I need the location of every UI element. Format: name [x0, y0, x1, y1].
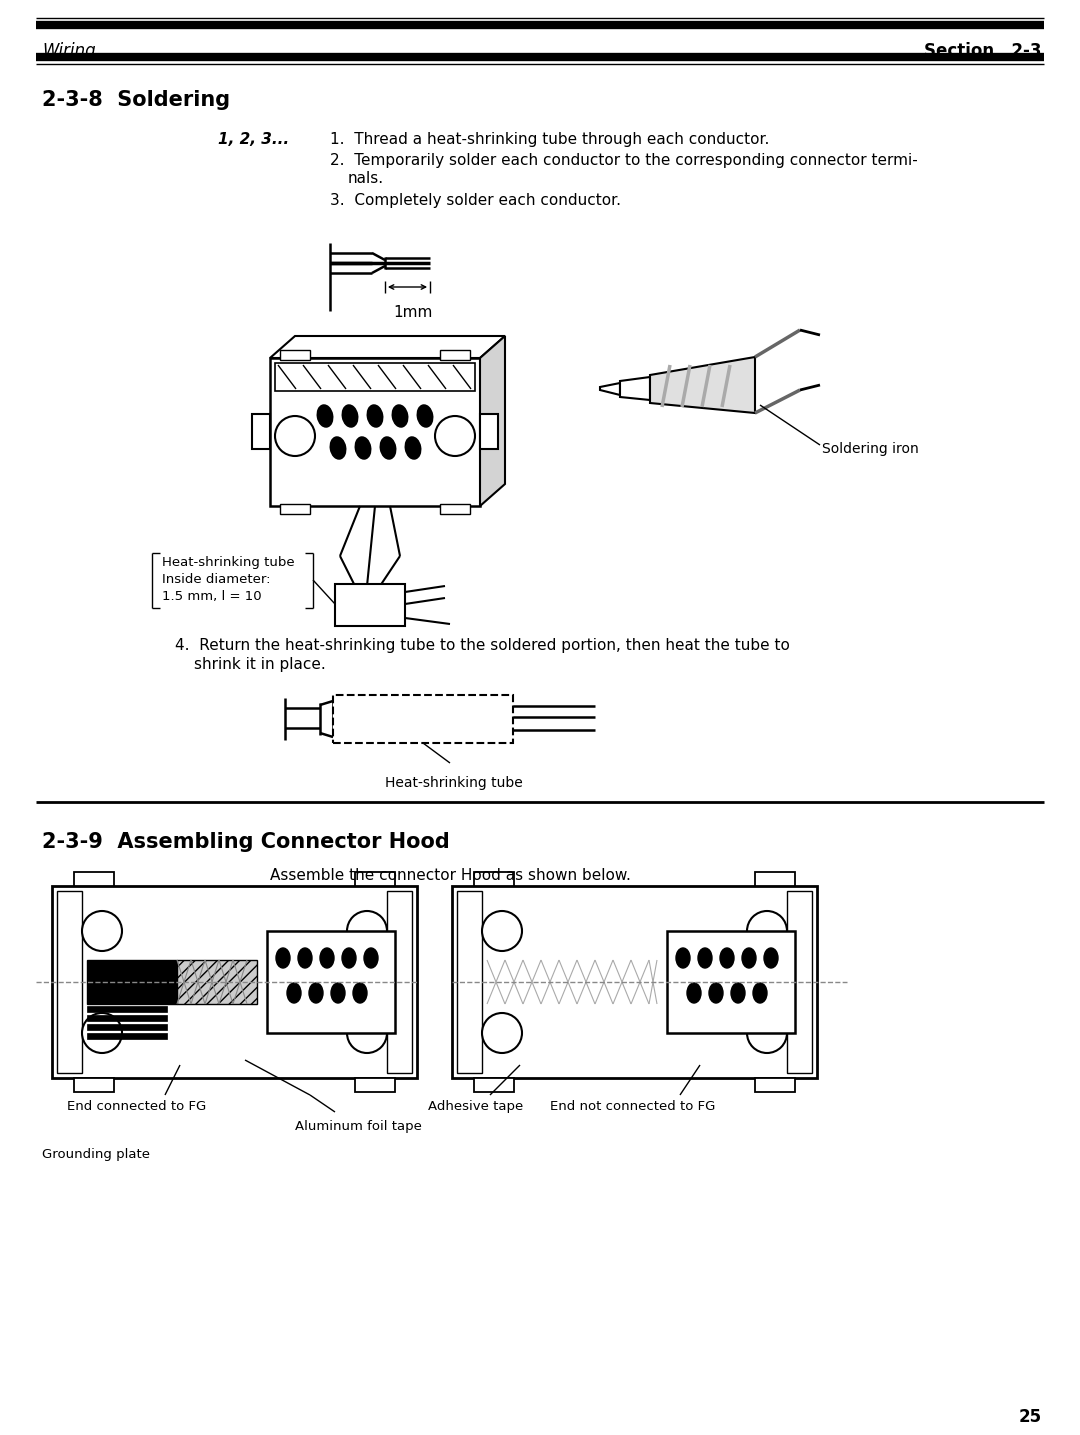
Bar	[280, 504, 310, 514]
Bar	[457, 891, 482, 1073]
Ellipse shape	[353, 983, 367, 1003]
Circle shape	[82, 911, 122, 951]
Ellipse shape	[392, 405, 407, 426]
Bar	[87, 1015, 167, 1020]
Bar	[333, 695, 513, 743]
Bar	[87, 960, 177, 1004]
Bar	[480, 415, 498, 449]
Bar	[355, 872, 395, 885]
Ellipse shape	[342, 405, 357, 426]
Text: Soldering iron: Soldering iron	[822, 442, 919, 456]
Text: 4.  Return the heat-shrinking tube to the soldered portion, then heat the tube t: 4. Return the heat-shrinking tube to the…	[175, 639, 789, 653]
Bar	[387, 891, 411, 1073]
Ellipse shape	[687, 983, 701, 1003]
Bar	[275, 363, 475, 390]
Ellipse shape	[320, 949, 334, 969]
Ellipse shape	[698, 949, 712, 969]
Bar	[57, 891, 82, 1073]
Ellipse shape	[330, 438, 346, 459]
Bar	[474, 1078, 514, 1092]
Text: 1, 2, 3...: 1, 2, 3...	[218, 132, 289, 146]
Circle shape	[747, 911, 787, 951]
Ellipse shape	[342, 949, 356, 969]
Circle shape	[347, 1013, 387, 1053]
Text: 1.  Thread a heat-shrinking tube through each conductor.: 1. Thread a heat-shrinking tube through …	[330, 132, 769, 146]
Text: Assemble the connector Hood as shown below.: Assemble the connector Hood as shown bel…	[270, 868, 631, 883]
Text: 3.  Completely solder each conductor.: 3. Completely solder each conductor.	[330, 192, 621, 208]
Ellipse shape	[367, 405, 382, 426]
Ellipse shape	[676, 949, 690, 969]
Circle shape	[482, 1013, 522, 1053]
Text: Aluminum foil tape: Aluminum foil tape	[295, 1119, 422, 1134]
Text: nals.: nals.	[348, 171, 384, 187]
Bar	[75, 872, 114, 885]
Circle shape	[347, 911, 387, 951]
Ellipse shape	[753, 983, 767, 1003]
Text: 2.  Temporarily solder each conductor to the corresponding connector termi-: 2. Temporarily solder each conductor to …	[330, 154, 918, 168]
Text: End not connected to FG: End not connected to FG	[550, 1101, 715, 1114]
Polygon shape	[480, 336, 505, 507]
Bar	[75, 1078, 114, 1092]
Ellipse shape	[720, 949, 734, 969]
Circle shape	[482, 911, 522, 951]
Text: shrink it in place.: shrink it in place.	[194, 657, 326, 672]
Polygon shape	[270, 357, 480, 507]
Ellipse shape	[318, 405, 333, 426]
Bar	[252, 415, 270, 449]
Ellipse shape	[276, 949, 291, 969]
Bar	[440, 504, 470, 514]
Bar	[755, 872, 795, 885]
Polygon shape	[600, 383, 620, 395]
Ellipse shape	[764, 949, 778, 969]
Bar	[335, 584, 405, 626]
Bar	[355, 1078, 395, 1092]
Ellipse shape	[380, 438, 395, 459]
Bar	[267, 931, 395, 1033]
Bar	[440, 350, 470, 360]
Bar	[755, 1078, 795, 1092]
Text: 2-3-9  Assembling Connector Hood: 2-3-9 Assembling Connector Hood	[42, 832, 449, 852]
Ellipse shape	[364, 949, 378, 969]
Ellipse shape	[708, 983, 723, 1003]
Bar	[87, 1033, 167, 1039]
Ellipse shape	[298, 949, 312, 969]
Text: 1.5 mm, l = 10: 1.5 mm, l = 10	[162, 590, 261, 603]
Bar	[667, 931, 795, 1033]
Ellipse shape	[287, 983, 301, 1003]
Text: Wiring: Wiring	[42, 42, 96, 60]
Text: 2-3-8  Soldering: 2-3-8 Soldering	[42, 90, 230, 110]
Ellipse shape	[355, 438, 370, 459]
Circle shape	[82, 1013, 122, 1053]
Text: Section   2-3: Section 2-3	[924, 42, 1042, 60]
Bar	[52, 885, 417, 1078]
Text: Grounding plate: Grounding plate	[42, 1148, 150, 1161]
Ellipse shape	[742, 949, 756, 969]
Bar	[453, 885, 816, 1078]
Ellipse shape	[330, 983, 345, 1003]
Polygon shape	[650, 357, 755, 413]
Text: End connected to FG: End connected to FG	[67, 1101, 206, 1114]
Text: Adhesive tape: Adhesive tape	[428, 1101, 523, 1114]
Text: 1mm: 1mm	[393, 306, 432, 320]
Ellipse shape	[309, 983, 323, 1003]
Bar	[474, 872, 514, 885]
Bar	[787, 891, 812, 1073]
Ellipse shape	[405, 438, 420, 459]
Bar	[280, 350, 310, 360]
Text: Heat-shrinking tube: Heat-shrinking tube	[162, 555, 295, 570]
Bar	[87, 1025, 167, 1030]
Bar	[177, 960, 257, 1004]
Text: Heat-shrinking tube: Heat-shrinking tube	[384, 776, 523, 791]
Ellipse shape	[731, 983, 745, 1003]
Circle shape	[275, 416, 315, 456]
Polygon shape	[270, 336, 505, 357]
Text: Inside diameter:: Inside diameter:	[162, 573, 270, 585]
Ellipse shape	[417, 405, 433, 426]
Circle shape	[435, 416, 475, 456]
Text: 25: 25	[1018, 1408, 1042, 1426]
Circle shape	[747, 1013, 787, 1053]
Bar	[87, 1006, 167, 1012]
Polygon shape	[620, 377, 650, 400]
